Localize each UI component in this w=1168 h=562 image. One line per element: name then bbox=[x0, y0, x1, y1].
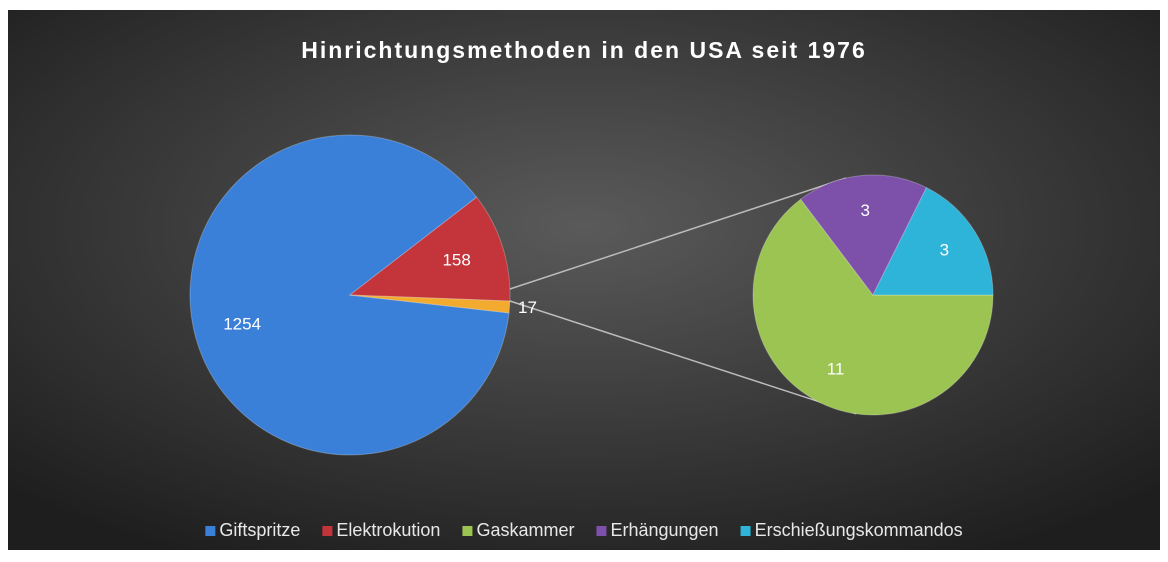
pie-slice bbox=[348, 196, 511, 302]
connector-line bbox=[509, 177, 847, 290]
legend-swatch bbox=[322, 526, 333, 536]
legend-label: Erschießungskommandos bbox=[755, 520, 963, 540]
connector-line bbox=[509, 300, 857, 415]
data-label: 3 bbox=[861, 201, 870, 220]
legend-swatch bbox=[205, 526, 216, 536]
data-label: 11 bbox=[827, 360, 845, 379]
legend-swatch bbox=[596, 526, 607, 536]
chart-title: Hinrichtungsmethoden in den USA seit 197… bbox=[301, 37, 867, 63]
legend-label: Gaskammer bbox=[476, 520, 574, 540]
legend-swatch bbox=[740, 526, 751, 536]
data-label: 17 bbox=[518, 298, 537, 317]
legend-label: Elektrokution bbox=[336, 520, 440, 540]
pie-slice bbox=[872, 186, 994, 296]
pie-slice bbox=[752, 198, 994, 416]
data-label: 158 bbox=[442, 250, 470, 269]
pie-slice bbox=[189, 134, 510, 456]
legend-label: Giftspritze bbox=[219, 520, 300, 540]
data-label: 1254 bbox=[223, 315, 261, 334]
pie-slice bbox=[349, 294, 511, 314]
legend-swatch bbox=[462, 526, 473, 536]
pie-slice bbox=[799, 174, 928, 296]
legend-label: Erhängungen bbox=[610, 520, 718, 540]
data-label: 3 bbox=[940, 240, 949, 259]
